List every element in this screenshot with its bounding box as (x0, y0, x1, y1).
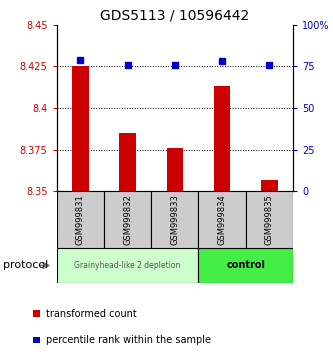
Bar (198, 248, 293, 283)
Text: GSM999831: GSM999831 (76, 194, 85, 245)
Bar (214, 86, 230, 191)
Text: Grainyhead-like 2 depletion: Grainyhead-like 2 depletion (74, 261, 181, 270)
Bar (57, 191, 104, 248)
Text: percentile rank within the sample: percentile rank within the sample (46, 335, 211, 345)
Bar (261, 179, 278, 191)
Title: GDS5113 / 10596442: GDS5113 / 10596442 (100, 8, 249, 22)
Bar (166, 148, 183, 191)
Bar (33, 310, 40, 317)
Text: control: control (226, 261, 265, 270)
Bar (119, 133, 136, 191)
Bar (57, 248, 198, 283)
Bar (198, 191, 246, 248)
Bar (33, 337, 40, 343)
Bar (151, 191, 198, 248)
Text: GSM999832: GSM999832 (123, 194, 132, 245)
Text: protocol: protocol (3, 261, 49, 270)
Text: transformed count: transformed count (46, 309, 137, 319)
Bar (72, 66, 89, 191)
Bar (104, 191, 151, 248)
Text: GSM999835: GSM999835 (265, 194, 274, 245)
Text: GSM999834: GSM999834 (217, 194, 227, 245)
Text: GSM999833: GSM999833 (170, 194, 179, 245)
Bar (246, 191, 293, 248)
